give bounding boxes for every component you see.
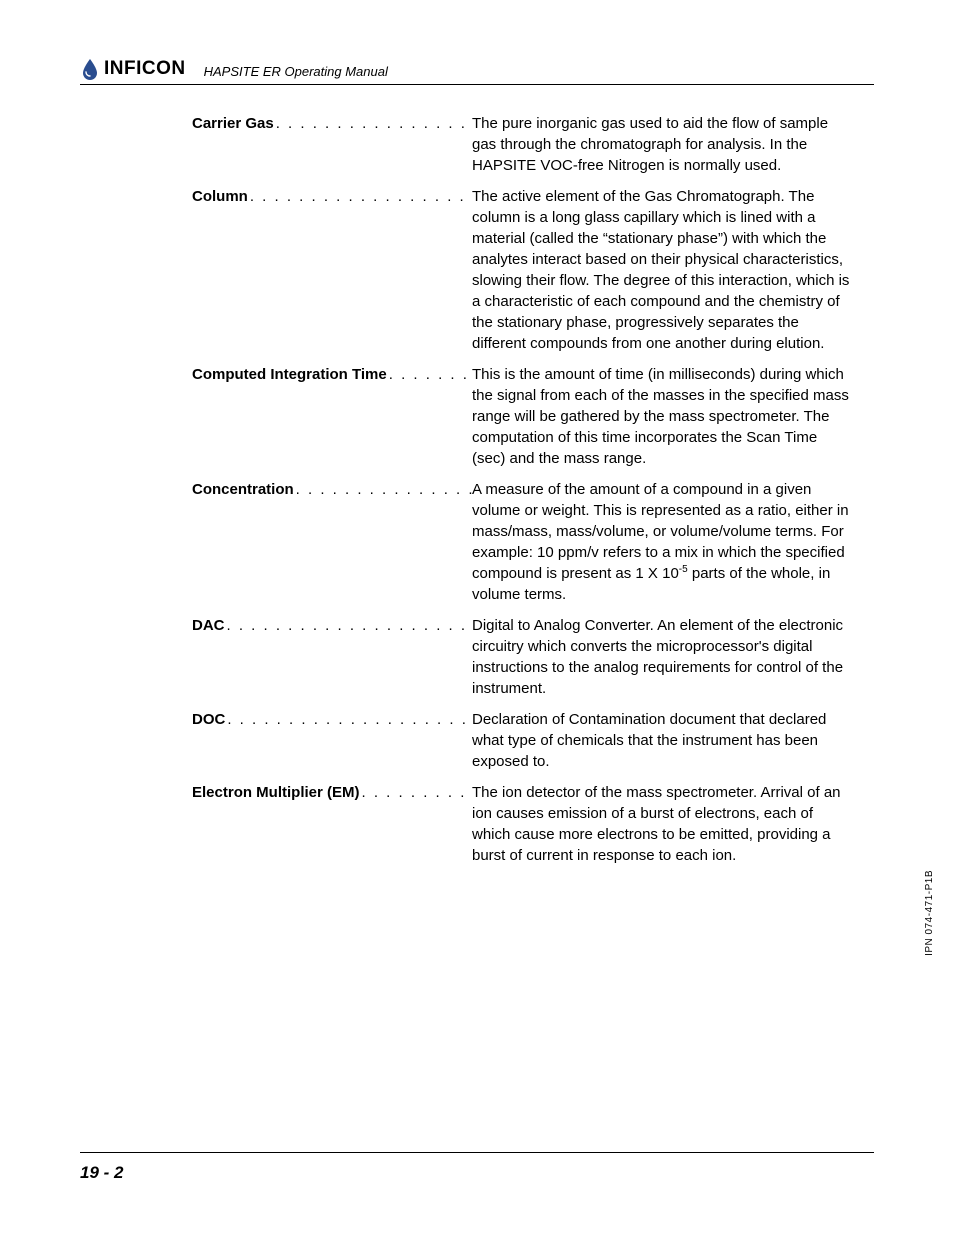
glossary-term: DAC [192,615,225,636]
leader-dots [360,782,472,803]
document-ipn-code: IPN 074-471-P1B [924,870,935,956]
page-footer: 19 - 2 [80,1152,874,1183]
glossary-term: Column [192,186,248,207]
logo-text: INFICON [104,58,186,80]
page-header: INFICON HAPSITE ER Operating Manual [80,58,874,85]
leader-dots [225,615,473,636]
glossary-definition: Digital to Analog Converter. An element … [472,615,852,699]
glossary-term: Electron Multiplier (EM) [192,782,360,803]
glossary-term: Concentration [192,479,294,500]
glossary-content: Carrier Gas The pure inorganic gas used … [192,113,852,866]
glossary-definition: Declaration of Contamination document th… [472,709,852,772]
leader-dots [274,113,472,134]
leader-dots [387,364,472,385]
logo-drop-icon [80,58,100,80]
glossary-definition: This is the amount of time (in milliseco… [472,364,852,469]
term-column: Column [192,186,472,207]
leader-dots [294,479,472,500]
glossary-entry: DAC Digital to Analog Converter. An elem… [192,615,852,699]
term-column: DAC [192,615,472,636]
glossary-definition: The active element of the Gas Chromatogr… [472,186,852,354]
glossary-entry: Concentration A measure of the amount of… [192,479,852,605]
term-column: Computed Integration Time [192,364,472,385]
page: INFICON HAPSITE ER Operating Manual Carr… [0,0,954,1235]
term-column: DOC [192,709,472,730]
term-column: Electron Multiplier (EM) [192,782,472,803]
leader-dots [225,709,472,730]
glossary-entry: Carrier Gas The pure inorganic gas used … [192,113,852,176]
glossary-term: DOC [192,709,225,730]
logo: INFICON [80,58,186,80]
leader-dots [248,186,472,207]
glossary-definition: The ion detector of the mass spectromete… [472,782,852,866]
glossary-entry: Column The active element of the Gas Chr… [192,186,852,354]
glossary-definition: The pure inorganic gas used to aid the f… [472,113,852,176]
glossary-entry: DOC Declaration of Contamination documen… [192,709,852,772]
glossary-term: Computed Integration Time [192,364,387,385]
glossary-definition: A measure of the amount of a compound in… [472,479,852,605]
manual-title: HAPSITE ER Operating Manual [204,64,388,80]
glossary-entry: Computed Integration Time This is the am… [192,364,852,469]
glossary-term: Carrier Gas [192,113,274,134]
page-number: 19 - 2 [80,1163,123,1182]
term-column: Carrier Gas [192,113,472,134]
term-column: Concentration [192,479,472,500]
glossary-entry: Electron Multiplier (EM) The ion detecto… [192,782,852,866]
